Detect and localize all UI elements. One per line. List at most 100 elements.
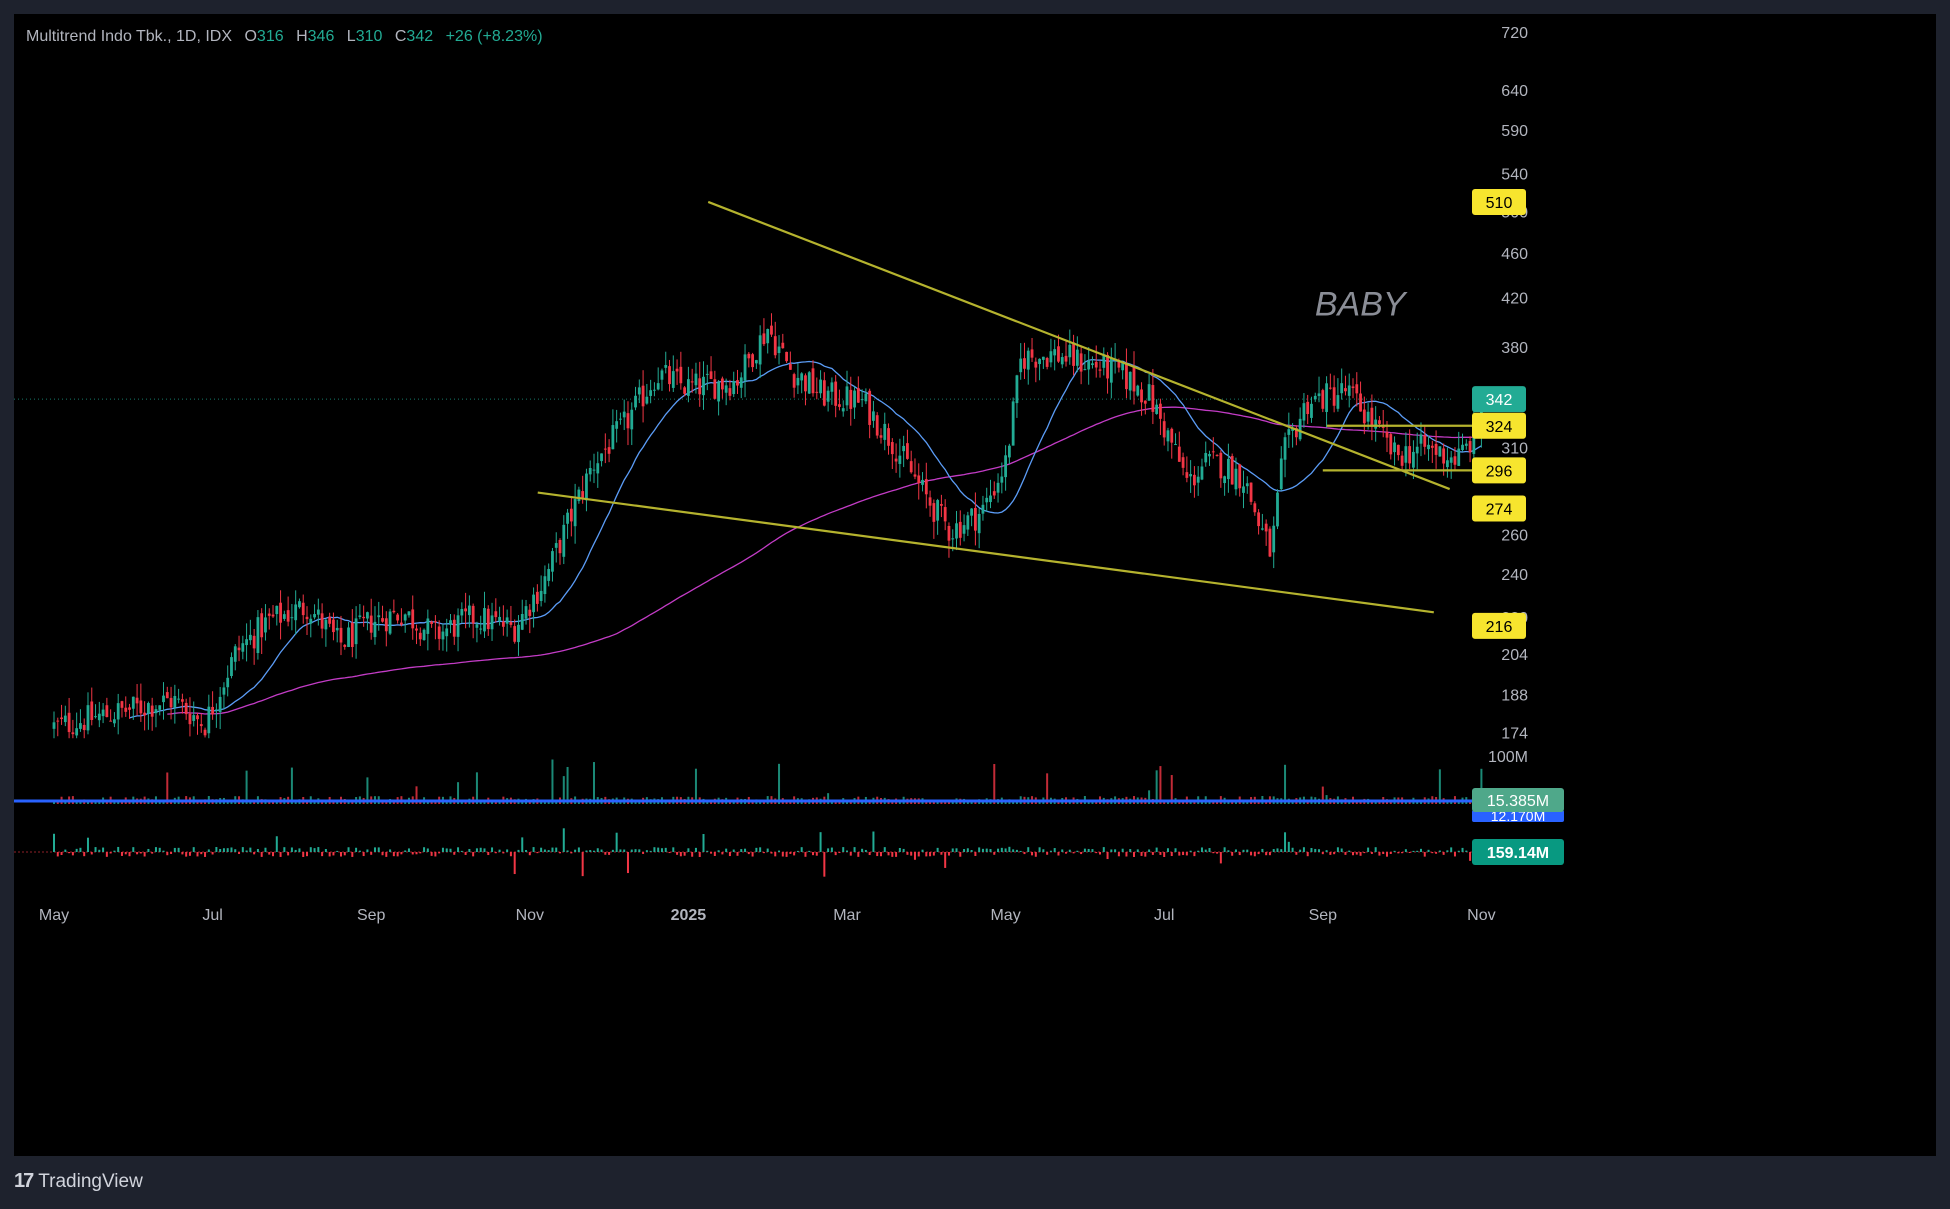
indicator-bar <box>86 837 89 852</box>
indicator-bar <box>1144 852 1147 857</box>
candle-body <box>932 503 936 522</box>
candle-body <box>1038 358 1041 365</box>
candle-body <box>1083 369 1087 371</box>
candle-body <box>1140 389 1143 403</box>
candle-body <box>977 513 981 534</box>
chart-canvas[interactable]: BABY720640590540500460420380310260240220… <box>14 14 1936 1156</box>
candle-body <box>1260 528 1264 530</box>
indicator-bar <box>1227 850 1230 852</box>
indicator-bar <box>1178 852 1181 856</box>
candle-body <box>637 387 641 395</box>
candle-body <box>1023 358 1026 369</box>
indicator-bar <box>521 837 524 852</box>
volume-bar <box>1148 790 1151 804</box>
candle-body <box>392 610 396 613</box>
indicator-bar <box>245 850 248 852</box>
candle-body <box>1325 383 1328 412</box>
candle-body <box>218 696 222 712</box>
indicator-bar <box>997 848 1000 852</box>
indicator-bar <box>623 849 626 852</box>
indicator-bar <box>94 847 97 852</box>
indicator-bar <box>1125 852 1128 857</box>
indicator-bar <box>200 852 203 855</box>
candle-body <box>940 504 943 506</box>
indicator-bar <box>1321 852 1324 855</box>
indicator-bar <box>1355 852 1358 855</box>
candle-body <box>1344 388 1347 392</box>
indicator-bar <box>105 852 108 857</box>
candle-body <box>509 621 513 625</box>
indicator-bar <box>619 849 622 852</box>
indicator-bar <box>1291 847 1294 852</box>
indicator-bar <box>721 852 724 855</box>
indicator-bar <box>963 849 966 852</box>
indicator-bar <box>313 848 316 852</box>
candle-body <box>460 609 464 616</box>
volume-bar <box>457 782 460 804</box>
candle-body <box>585 473 588 501</box>
indicator-bar <box>385 852 388 857</box>
candle-body <box>826 390 830 402</box>
candle-body <box>362 616 366 619</box>
indicator-bar <box>1408 852 1411 854</box>
indicator-bar <box>585 850 588 852</box>
volume-bar <box>1438 769 1441 804</box>
candle-body <box>1004 455 1007 478</box>
candle-body <box>754 360 758 364</box>
tradingview-brand[interactable]: 17 TradingView <box>14 1170 143 1193</box>
candle-body <box>1276 492 1279 527</box>
indicator-bar <box>143 852 146 857</box>
candle-body <box>154 709 158 714</box>
candle-body <box>687 379 690 396</box>
indicator-bar <box>611 849 614 852</box>
indicator-bar <box>147 848 150 852</box>
candle-body <box>271 614 275 617</box>
volume-bar <box>313 801 316 804</box>
candle-body <box>924 479 928 495</box>
candle-body <box>1057 346 1060 362</box>
candle-body <box>1355 384 1359 394</box>
candle-body <box>305 616 309 620</box>
indicator-bar <box>441 847 444 852</box>
candle-body <box>1245 483 1249 487</box>
volume-bar <box>230 801 233 804</box>
indicator-bar <box>309 847 312 852</box>
volume-bar <box>868 801 871 804</box>
indicator-bar <box>1318 849 1321 852</box>
indicator-bar <box>381 852 384 856</box>
indicator-bar <box>592 850 595 852</box>
indicator-bar <box>1065 852 1068 854</box>
candle-body <box>1094 361 1098 368</box>
volume-bar <box>1457 801 1460 804</box>
candle-body <box>316 609 320 615</box>
volume-bar <box>1291 801 1294 804</box>
candle-body <box>1011 401 1015 446</box>
candle-body <box>1264 523 1268 532</box>
indicator-bar <box>645 850 648 852</box>
candle-body <box>343 644 347 647</box>
candle-body <box>807 372 811 394</box>
indicator-bar <box>906 852 909 855</box>
volume-label: 15.385M <box>1487 793 1549 810</box>
candle-body <box>94 716 97 718</box>
indicator-bar <box>778 850 781 852</box>
low-label: L <box>346 28 356 45</box>
high-value: 346 <box>307 28 335 45</box>
candle-body <box>135 697 139 704</box>
indicator-bar <box>83 852 86 857</box>
candle-body <box>815 391 819 393</box>
candle-body <box>332 619 335 633</box>
y-tick-label: 540 <box>1501 167 1528 184</box>
indicator-bar <box>120 852 123 856</box>
chart-frame[interactable]: BABY720640590540500460420380310260240220… <box>14 14 1936 1156</box>
candle-body <box>1242 486 1245 493</box>
indicator-bar <box>1170 852 1173 857</box>
candle-body <box>615 421 619 429</box>
indicator-bar <box>151 852 154 854</box>
indicator-bar <box>660 848 663 852</box>
volume-bar <box>966 801 969 804</box>
candle-body <box>751 354 754 368</box>
candle-body <box>169 697 173 708</box>
volume-bar <box>1012 801 1015 804</box>
candle-body <box>490 615 494 630</box>
